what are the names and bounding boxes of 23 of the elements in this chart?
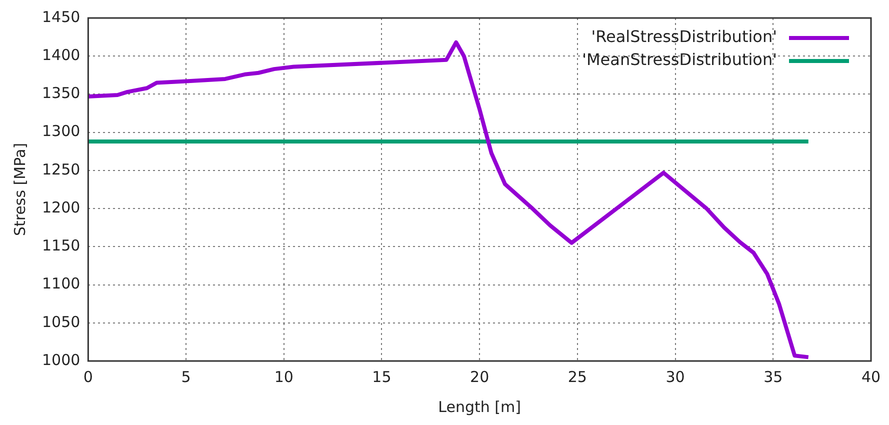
y-tick-label: 1450	[42, 8, 80, 26]
y-tick-label: 1100	[42, 274, 80, 293]
y-tick-label: 1300	[42, 122, 80, 140]
y-tick-label: 1400	[42, 46, 80, 64]
y-tick-label: 1150	[42, 236, 80, 255]
x-tick-label: 5	[181, 368, 191, 386]
y-tick-label: 1200	[42, 198, 80, 216]
legend-label: 'RealStressDistribution'	[591, 27, 777, 46]
x-axis-title: Length [m]	[438, 398, 521, 416]
x-tick-label: 0	[83, 368, 93, 386]
y-tick-label: 1250	[42, 160, 80, 178]
x-tick-label: 30	[666, 368, 685, 386]
x-tick-label: 15	[372, 368, 392, 386]
legend-label: 'MeanStressDistribution'	[582, 50, 777, 70]
y-tick-label: 1350	[42, 84, 80, 102]
x-tick-label: 20	[470, 368, 490, 386]
y-tick-label: 1000	[42, 350, 80, 369]
x-tick-label: 40	[861, 368, 881, 386]
x-tick-label: 10	[274, 368, 294, 386]
x-tick-label: 25	[568, 368, 587, 386]
y-axis-title: Stress [MPa]	[10, 142, 29, 236]
x-tick-label: 35	[764, 368, 783, 386]
y-tick-label: 1050	[42, 312, 80, 331]
